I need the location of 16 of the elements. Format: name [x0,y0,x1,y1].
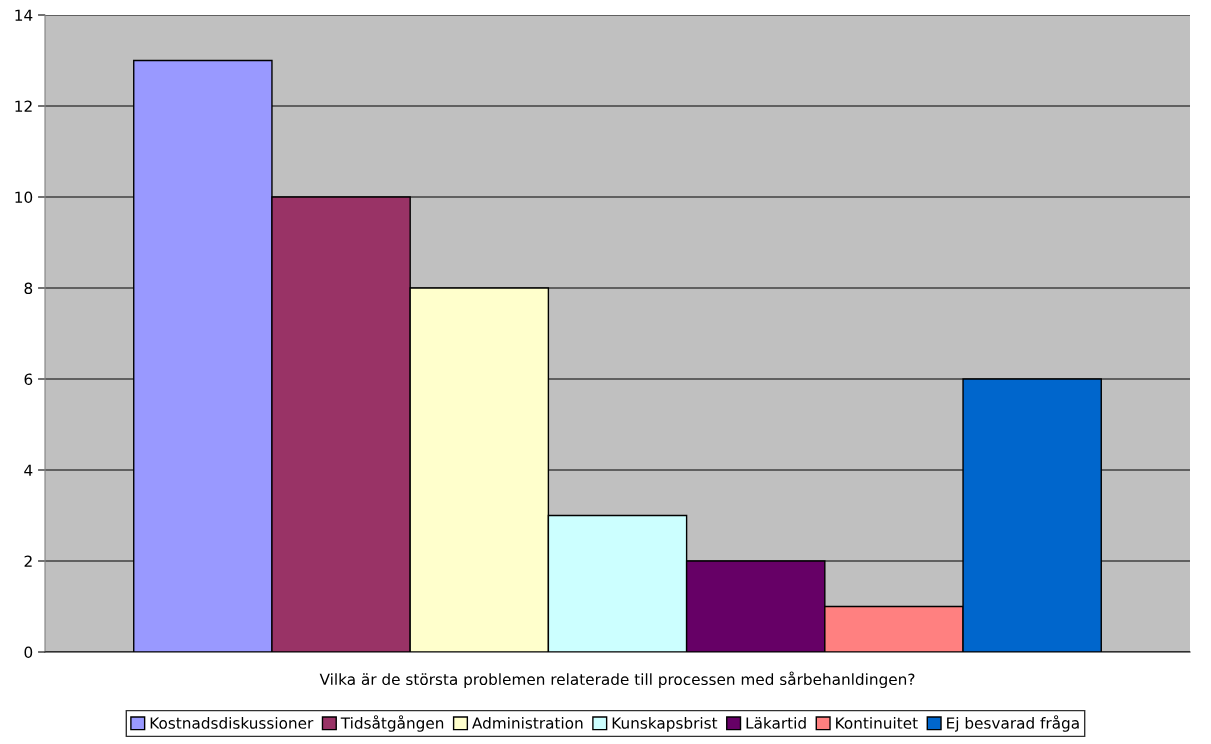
y-tick-label: 2 [24,555,32,567]
y-tick-label: 10 [15,191,33,204]
legend-label: Läkartid [746,716,806,729]
legend-label: Kontinuitet [836,716,918,729]
legend-label: Tidsåtgången [340,715,444,732]
legend-label: Kostnadsdiskussioner [150,716,314,729]
y-tick-label: 6 [24,373,33,386]
y-tick-label: 8 [24,282,33,295]
legend-label: Kunskapsbrist [612,716,718,732]
y-tick-label: 4 [24,464,33,476]
y-tick-label: 14 [15,9,33,21]
y-tick-label: 12 [15,100,32,112]
y-tick-label: 0 [24,646,33,659]
legend-label: Administration [472,716,583,729]
x-tick-label: Vilka är de största problemen relaterade till processen med sårbehanldingen? [319,671,915,689]
legend-label: Ej besvarad fråga [947,715,1079,732]
